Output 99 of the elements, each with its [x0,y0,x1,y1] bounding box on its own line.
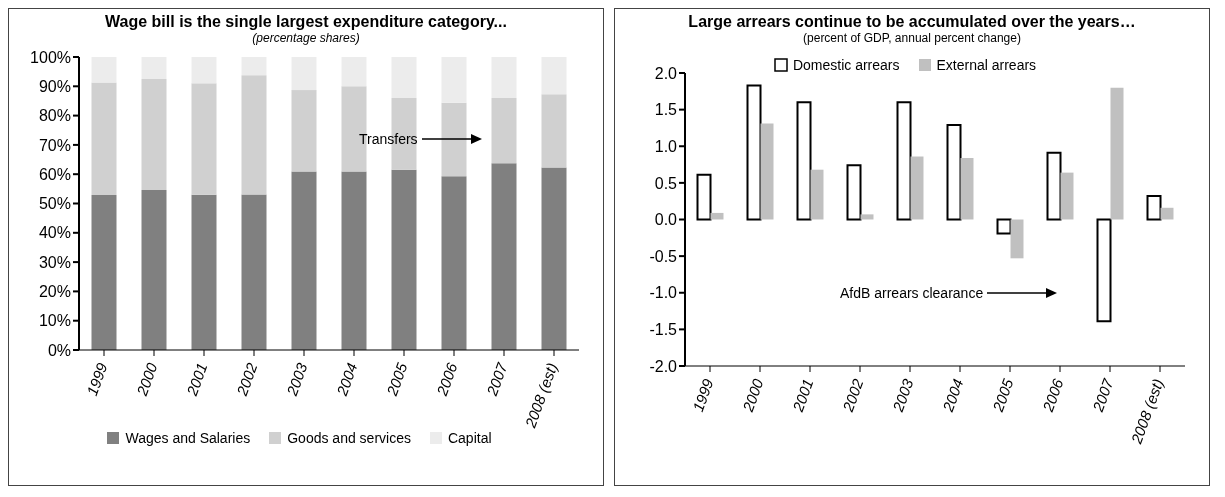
legend-label: Domestic arrears [792,57,900,73]
bar [910,156,924,220]
y-tick-label: 40% [38,224,71,242]
bar [191,83,217,195]
bar [241,194,267,350]
y-tick-label: 90% [38,77,71,95]
y-tick-label: 30% [38,253,71,271]
bar [541,57,567,95]
y-tick-label: 100% [30,48,71,66]
bar [291,171,317,350]
x-tick-label: 1999 [83,359,111,398]
bar [960,157,974,220]
bar [291,90,317,172]
bar [91,57,117,83]
bar [491,163,517,350]
y-tick-label: 2.0 [654,64,678,82]
bar [541,167,567,350]
legend-label: Goods and services [287,430,411,446]
bar [1046,151,1062,221]
x-tick-label: 2003 [282,359,311,399]
bar [996,218,1012,235]
y-tick-label: 0% [47,341,71,359]
bar [946,124,962,221]
bar [391,169,417,350]
bar [1110,87,1124,220]
bar [1160,207,1174,220]
bar [796,101,812,221]
bar [141,190,167,350]
annotation: AfdB arrears clearance [840,285,984,301]
x-tick-label: 2006 [432,359,461,399]
y-tick-label: 50% [38,195,71,213]
y-tick-label: -1.0 [649,284,678,302]
x-tick-label: 2004 [938,376,967,415]
y-tick-label: 10% [38,312,71,330]
x-tick-label: 2003 [888,375,917,415]
bar [341,171,367,350]
x-tick-label: 2006 [1038,375,1067,415]
chart-title: Large arrears continue to be accumulated over the years… [687,12,1137,31]
x-tick-label: 2007 [482,359,511,399]
annotation: Transfers [359,131,418,147]
legend-label: External arrears [936,57,1037,73]
bar [441,176,467,350]
bar [141,78,167,191]
x-tick-label: 2004 [332,360,361,399]
y-tick-label: 0.5 [654,174,678,192]
bar [1060,172,1074,220]
x-tick-label: 2002 [838,375,867,415]
y-tick-label: 20% [38,283,71,301]
x-tick-label: 1999 [689,375,717,414]
y-tick-label: -2.0 [649,357,678,375]
x-tick-label: 2008 (est) [1127,376,1167,447]
chart-subtitle: (percentage shares) [251,31,361,45]
legend-label: Wages and Salaries [125,430,251,446]
chart-subtitle: (percent of GDP, annual percent change) [802,31,1022,45]
x-tick-label: 2000 [738,375,767,415]
x-tick-label: 2007 [1088,375,1117,415]
y-tick-label: -0.5 [649,247,678,265]
bar [1146,195,1162,221]
bar [710,212,724,220]
bar [541,94,567,168]
y-tick-label: 1.5 [654,101,678,119]
x-tick-label: 2000 [132,359,161,399]
x-tick-label: 2008 (est) [521,360,561,431]
bar [810,169,824,220]
bar [391,57,417,99]
y-tick-label: 60% [38,165,71,183]
bar [491,57,517,99]
bar [746,84,762,221]
x-tick-label: 2001 [182,360,211,399]
bar [441,102,467,177]
bar [141,57,167,79]
bar [696,173,712,221]
x-tick-label: 2005 [988,375,1017,415]
y-tick-label: 0.0 [654,211,678,229]
bar [441,57,467,103]
x-tick-label: 2001 [788,376,817,415]
y-tick-label: 80% [38,107,71,125]
x-tick-label: 2002 [232,359,261,399]
bar [341,57,367,87]
x-tick-label: 2005 [382,359,411,399]
y-tick-label: 70% [38,136,71,154]
legend-label: Capital [447,430,492,446]
bar [241,75,267,195]
bar [896,101,912,221]
bar [846,164,862,221]
bar [241,57,267,76]
bar [91,195,117,350]
y-tick-label: 1.0 [654,137,678,155]
bar [1010,219,1024,259]
bar [860,214,874,220]
chart-title: Wage bill is the single largest expenditure category... [104,12,508,31]
bar [760,123,774,220]
bar [91,82,117,195]
bar [291,57,317,91]
bar [191,194,217,350]
bar [1096,218,1112,323]
y-tick-label: -1.5 [649,321,678,339]
bar [191,57,217,84]
bar [491,98,517,164]
